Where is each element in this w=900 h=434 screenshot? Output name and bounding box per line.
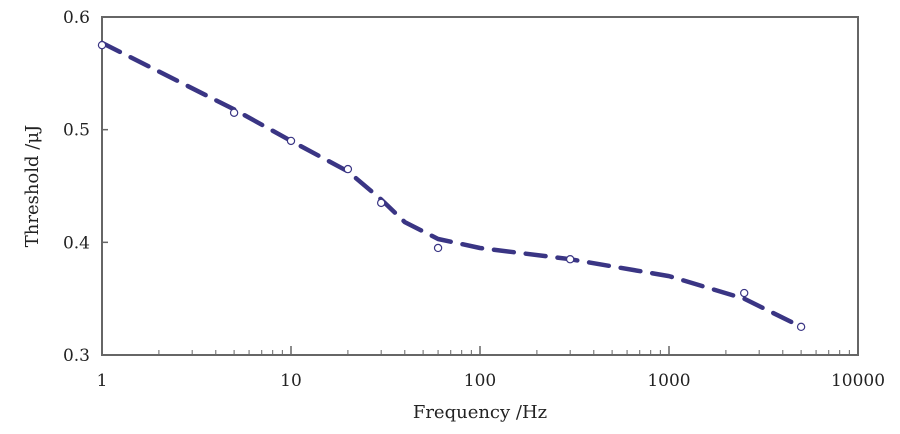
x-tick-label: 1000 — [647, 371, 690, 391]
fit-layer — [99, 40, 804, 330]
labels-layer: 1 10 100 1000 10000 0.3 0.4 0.5 0.6 — [63, 8, 885, 391]
y-tick-label: 0.4 — [63, 233, 90, 253]
data-point — [376, 198, 386, 208]
ticks-layer — [101, 16, 859, 356]
data-point — [433, 243, 443, 253]
x-tick-label: 100 — [464, 371, 496, 391]
points-layer — [97, 40, 806, 332]
data-point — [740, 288, 749, 298]
data-point — [97, 40, 107, 50]
x-tick-label: 1 — [97, 371, 108, 391]
y-tick-label: 0.6 — [63, 8, 90, 28]
x-axis-title: Frequency /Hz — [413, 402, 547, 423]
data-point — [565, 255, 575, 264]
plot-frame — [101, 16, 859, 356]
data-point — [229, 108, 239, 117]
x-tick-label: 10000 — [831, 371, 885, 391]
data-point — [796, 322, 806, 332]
y-tick-label: 0.3 — [63, 346, 90, 366]
fit-dashed-line — [99, 40, 804, 330]
x-tick-label: 10 — [280, 371, 302, 391]
y-axis-title: Threshold /μJ — [22, 125, 43, 248]
data-point — [286, 136, 296, 146]
y-tick-label: 0.5 — [63, 121, 90, 141]
data-point — [343, 164, 353, 174]
